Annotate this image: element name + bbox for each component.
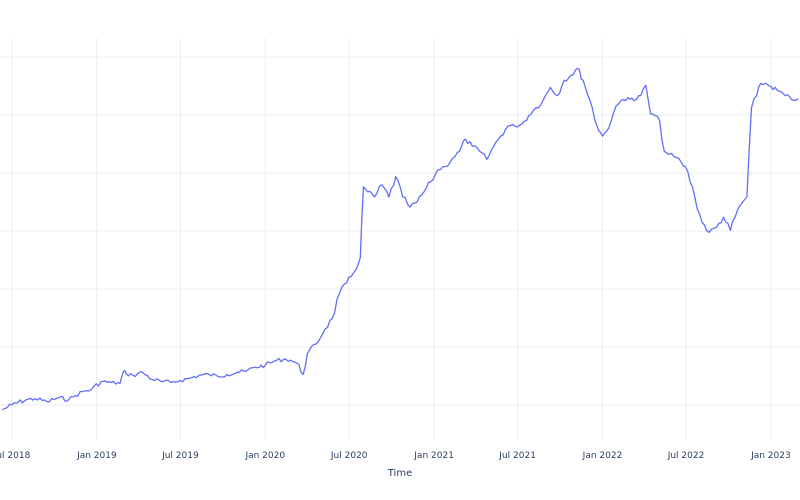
series-line: [1, 67, 799, 411]
x-axis-title: Time: [387, 468, 412, 479]
x-axis-tick-labels: Jul 2018 Jan 2019 Jul 2019 Jan 2020 Jul 2020…: [0, 451, 791, 461]
x-tick-label: Jan 2021: [413, 451, 454, 461]
x-tick-label: Jan 2022: [582, 451, 623, 461]
x-tick-label: Jul 2018: [0, 451, 31, 461]
x-tick-label: Jul 2020: [330, 451, 368, 461]
x-tick-label: Jan 2019: [76, 451, 117, 461]
x-tick-label: Jul 2021: [498, 451, 536, 461]
chart-gridlines: [0, 38, 800, 440]
x-tick-label: Jul 2019: [161, 451, 199, 461]
x-tick-label: Jul 2022: [667, 451, 705, 461]
x-tick-label: Jan 2020: [244, 451, 285, 461]
x-tick-label: Jan 2023: [750, 451, 791, 461]
